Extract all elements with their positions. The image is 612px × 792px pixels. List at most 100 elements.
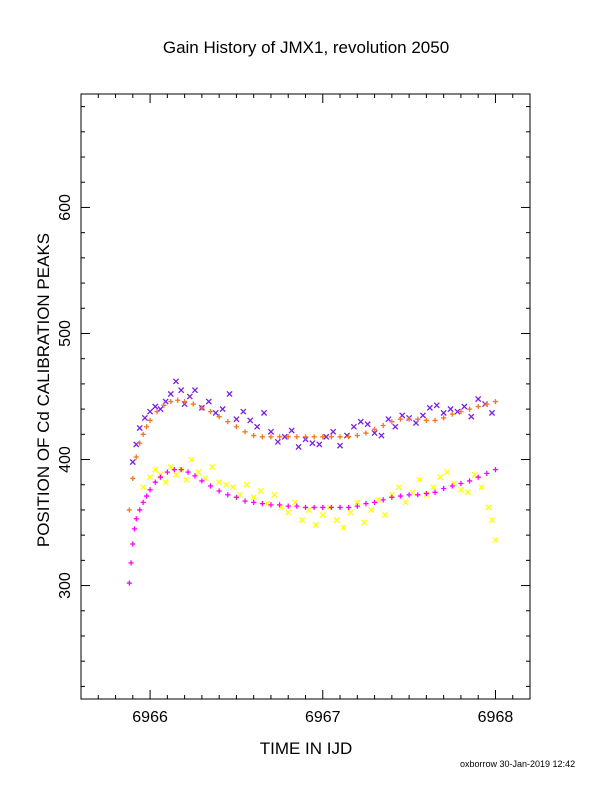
series-2-point <box>133 454 139 460</box>
series-4-point <box>397 493 404 499</box>
series-1-point <box>212 409 219 416</box>
series-2-point <box>415 416 421 422</box>
series-1-point <box>461 403 468 410</box>
series-4-point <box>466 478 473 484</box>
series-1-point <box>157 406 164 413</box>
series-3-point <box>464 489 471 496</box>
series-1-point <box>323 433 330 440</box>
series-4-point <box>126 580 132 586</box>
x-tick-label: 6968 <box>478 709 514 726</box>
series-3-point <box>243 481 250 488</box>
series-1-point <box>260 409 268 416</box>
series-4-point <box>363 501 369 507</box>
series-1-point <box>295 443 302 450</box>
series-1-point <box>357 418 364 425</box>
series-4-point <box>320 504 326 511</box>
series-3-point <box>471 471 478 478</box>
series-4-point <box>130 541 136 547</box>
series-1-point <box>475 395 482 403</box>
series-4-point <box>458 480 464 487</box>
series-4-point <box>328 504 335 511</box>
series-2-point <box>294 434 300 440</box>
series-2-point <box>397 416 404 422</box>
series-3-point <box>354 499 361 506</box>
series-3-point <box>319 511 326 519</box>
series-2-point <box>475 403 481 410</box>
series-2-point <box>175 397 181 403</box>
series-3-point <box>368 506 375 513</box>
series-1-point <box>240 408 247 415</box>
series-1-point <box>129 458 136 466</box>
series-3-point <box>172 471 180 478</box>
series-2-point <box>363 430 369 436</box>
series-2-point <box>285 434 291 440</box>
series-2-point <box>259 434 265 440</box>
series-4-point <box>140 499 146 505</box>
series-1-point <box>136 424 143 432</box>
series-4-point <box>199 478 205 484</box>
y-tick-labels: 300 400 500 600 <box>57 194 74 599</box>
series-2-point <box>423 417 429 424</box>
series-2-point <box>207 409 214 415</box>
series-2-point <box>432 417 438 424</box>
series-2-point <box>328 434 335 440</box>
series-4-point <box>157 474 164 480</box>
series-2-point <box>337 434 343 440</box>
series-2-point <box>268 434 274 440</box>
series-2-point <box>225 419 231 425</box>
series-3-point <box>250 494 257 501</box>
series-4-point <box>233 494 240 500</box>
series-2-point <box>484 401 490 407</box>
series-3-point <box>430 484 437 491</box>
axis-ticks <box>81 94 530 699</box>
series-4-point <box>311 504 317 511</box>
series-3-point <box>209 464 216 471</box>
series-2-point <box>147 417 153 424</box>
series-1-point <box>378 432 385 439</box>
series-1-point <box>468 413 475 420</box>
series-1-point <box>281 433 288 440</box>
series-2-point <box>216 414 222 420</box>
x-tick-label: 6967 <box>305 709 341 726</box>
series-2-point <box>137 440 143 446</box>
series-2-point <box>380 422 386 429</box>
series-2-point <box>346 434 352 440</box>
series-4-point <box>449 483 455 489</box>
series-3-point <box>492 537 499 544</box>
series-3-point <box>340 524 347 531</box>
series-3-point <box>152 466 159 473</box>
series-2-point <box>190 401 196 407</box>
series-4-point <box>432 489 438 495</box>
series-4-point <box>216 488 222 494</box>
series-2-point <box>354 432 360 439</box>
series-4-point <box>492 467 499 473</box>
series-4-point <box>389 494 395 500</box>
chart-title: Gain History of JMX1, revolution 2050 <box>163 38 449 57</box>
series-2-point <box>144 424 150 430</box>
series-3-point <box>402 499 409 506</box>
series-3-point <box>437 474 444 481</box>
x-tick-label: 6966 <box>132 709 168 726</box>
series-3-point <box>409 489 416 496</box>
series-2-point <box>449 411 455 417</box>
series-1-point <box>433 402 440 409</box>
series-4-point <box>144 493 150 499</box>
series-1-point <box>191 387 199 394</box>
series-4-point <box>475 474 481 480</box>
series-2-point <box>126 507 132 513</box>
series-4-point <box>152 479 158 485</box>
series-1-point <box>254 423 261 430</box>
series-3-point <box>202 475 209 482</box>
series-3-point <box>285 509 292 516</box>
series-4-point <box>178 467 184 473</box>
series-1-point <box>454 408 461 415</box>
series-1-point <box>330 428 337 435</box>
series-4-point <box>380 497 386 503</box>
series-3-point <box>147 474 154 481</box>
series-1-point <box>226 390 233 398</box>
series-3-point <box>395 484 402 491</box>
series-1-point <box>336 442 344 449</box>
series-3-point <box>162 479 169 486</box>
series-4-point <box>415 492 421 498</box>
series-1-point <box>371 429 378 437</box>
